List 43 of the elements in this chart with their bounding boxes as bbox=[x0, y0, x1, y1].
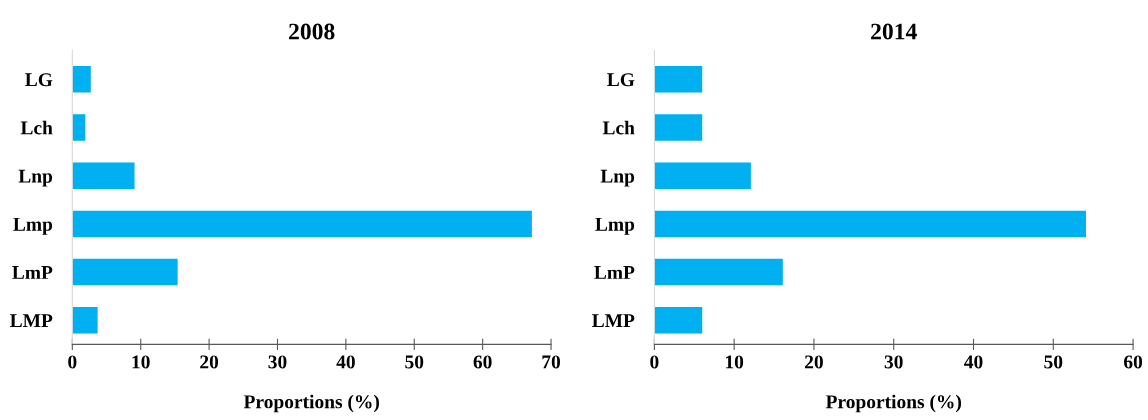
chart-title: 2014 bbox=[871, 23, 917, 40]
y-tick-label: LG bbox=[607, 73, 635, 87]
bar bbox=[654, 162, 751, 189]
y-tick-label: Lnp bbox=[18, 169, 53, 187]
bar bbox=[72, 114, 86, 141]
chart-title: 2008 bbox=[289, 23, 335, 40]
x-tick-label: 60 bbox=[473, 355, 492, 369]
x-tick-label: 30 bbox=[884, 355, 903, 369]
bar bbox=[72, 162, 135, 189]
y-tick-label: LMP bbox=[592, 314, 635, 328]
x-tick-label: 0 bbox=[650, 355, 659, 369]
y-tick-label: LMP bbox=[10, 314, 53, 328]
bar bbox=[72, 210, 532, 238]
x-tick-label: 30 bbox=[268, 355, 287, 369]
bar bbox=[654, 210, 1086, 238]
x-axis-title: Proportions (%) bbox=[243, 394, 379, 413]
x-axis-title: Proportions (%) bbox=[825, 394, 962, 413]
x-tick-label: 50 bbox=[1044, 355, 1063, 369]
x-tick-label: 10 bbox=[132, 355, 150, 369]
y-tick-label: LmP bbox=[12, 266, 53, 279]
x-tick-label: 20 bbox=[200, 355, 219, 369]
x-tick-label: 0 bbox=[68, 355, 77, 369]
bar bbox=[654, 114, 703, 141]
bar bbox=[654, 66, 703, 93]
y-tick-label: LmP bbox=[594, 266, 635, 279]
x-tick-label: 10 bbox=[725, 355, 744, 369]
y-tick-label: Lch bbox=[20, 120, 53, 135]
bar bbox=[654, 258, 783, 286]
x-tick-label: 70 bbox=[542, 355, 561, 369]
y-tick-label: Lmp bbox=[13, 217, 53, 235]
x-tick-label: 40 bbox=[964, 355, 983, 369]
x-tick-label: 60 bbox=[1124, 355, 1143, 369]
bar bbox=[72, 258, 178, 286]
x-tick-label: 50 bbox=[405, 355, 424, 369]
bar bbox=[72, 307, 98, 334]
y-tick-label: LG bbox=[25, 73, 53, 87]
bar bbox=[72, 66, 91, 93]
y-tick-label: Lch bbox=[602, 120, 635, 135]
y-tick-label: Lnp bbox=[600, 169, 635, 187]
x-tick-label: 20 bbox=[805, 355, 823, 369]
bar bbox=[654, 307, 703, 334]
y-tick-label: Lmp bbox=[595, 217, 635, 235]
x-tick-label: 40 bbox=[336, 355, 355, 369]
